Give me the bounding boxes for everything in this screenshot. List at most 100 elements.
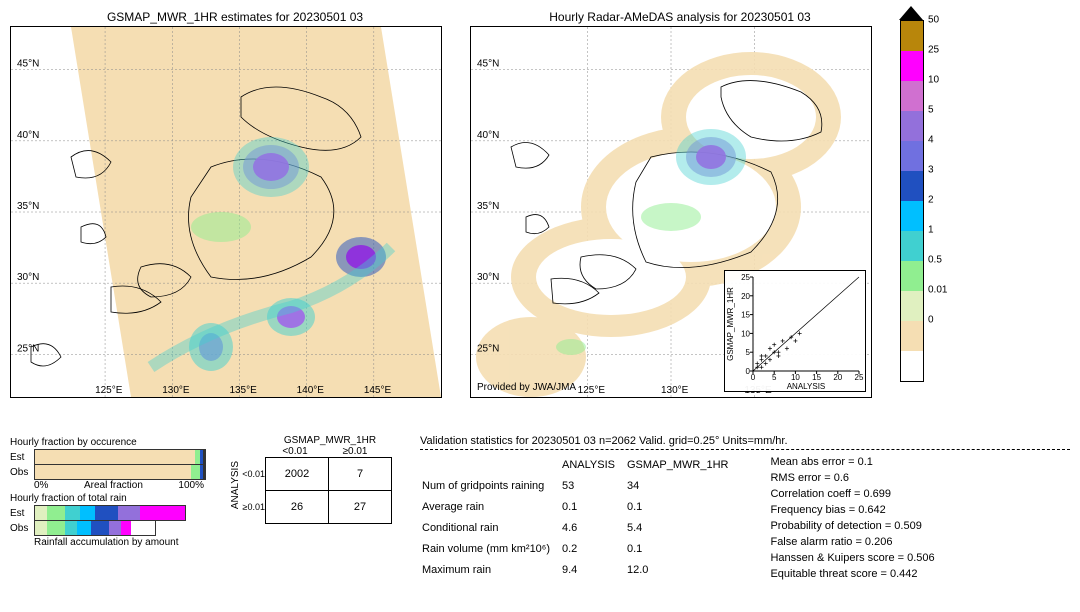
- score-row: Equitable threat score = 0.442: [770, 566, 934, 582]
- occurrence-title: Hourly fraction by occurence: [10, 437, 210, 448]
- svg-text:20: 20: [833, 373, 842, 382]
- colorbar-tick: 0.5: [928, 255, 942, 266]
- svg-text:25: 25: [855, 373, 864, 382]
- right-map-title: Hourly Radar-AMeDAS analysis for 2023050…: [470, 10, 890, 24]
- svg-text:30°N: 30°N: [17, 272, 39, 283]
- svg-text:15: 15: [741, 311, 750, 320]
- occurrence-obs-bar: [34, 464, 206, 480]
- occurrence-obs-row: Obs: [10, 465, 210, 479]
- areal-0: 0%: [34, 480, 48, 491]
- satellite-label: GCOM-W AMSR2: [441, 284, 442, 357]
- totalrain-obs-row: Obs: [10, 521, 210, 535]
- contingency-row-title: ANALYSIS: [230, 461, 241, 509]
- svg-text:5: 5: [772, 373, 777, 382]
- svg-text:35°N: 35°N: [17, 201, 39, 212]
- stat-label: Num of gridpoints raining: [422, 477, 560, 496]
- svg-text:0: 0: [751, 373, 756, 382]
- colorbar-tick: 25: [928, 45, 939, 56]
- left-map-svg: 25°N30°N35°N40°N45°N125°E130°E135°E140°E…: [11, 27, 441, 397]
- stats-title: Validation statistics for 20230501 03 n=…: [420, 435, 1070, 450]
- areal-100: 100%: [178, 480, 204, 491]
- left-map-title: GSMAP_MWR_1HR estimates for 20230501 03: [10, 10, 460, 24]
- cont-row0: <0.01: [241, 469, 265, 479]
- accum-caption: Rainfall accumulation by amount: [34, 537, 210, 548]
- svg-text:25°N: 25°N: [17, 343, 39, 354]
- occurrence-est-bar: [34, 449, 206, 465]
- cont-11: 27: [329, 491, 392, 524]
- scatter-svg: 00551010151520202525ANALYSISGSMAP_MWR_1H…: [725, 271, 865, 391]
- stat-b: 12.0: [627, 561, 738, 580]
- left-map-panel: GSMAP_MWR_1HR estimates for 20230501 03: [10, 10, 460, 400]
- svg-text:5: 5: [746, 348, 751, 357]
- stats-section: Validation statistics for 20230501 03 n=…: [420, 435, 1070, 582]
- svg-text:130°E: 130°E: [661, 385, 689, 396]
- score-row: Frequency bias = 0.642: [770, 502, 934, 518]
- provider-label: Provided by JWA/JMA: [477, 382, 576, 393]
- score-row: Probability of detection = 0.509: [770, 518, 934, 534]
- totalrain-est-row: Est: [10, 506, 210, 520]
- cont-10: 26: [266, 491, 329, 524]
- cont-row1: ≥0.01: [241, 502, 265, 512]
- cont-01: 7: [329, 458, 392, 491]
- svg-text:25°N: 25°N: [477, 343, 499, 354]
- colorbar-tick: 2: [928, 195, 934, 206]
- stats-colB: GSMAP_MWR_1HR: [627, 456, 738, 475]
- contingency-table: GSMAP_MWR_1HR ANALYSIS <0.01 ≥0.01 <0.01…: [230, 435, 400, 524]
- contingency-col-title: GSMAP_MWR_1HR: [260, 435, 400, 446]
- score-row: Correlation coeff = 0.699: [770, 486, 934, 502]
- svg-text:145°E: 145°E: [364, 385, 392, 396]
- svg-text:125°E: 125°E: [578, 385, 606, 396]
- colorbar-stack: [900, 20, 924, 382]
- svg-text:45°N: 45°N: [477, 59, 499, 70]
- totalrain-title: Hourly fraction of total rain: [10, 493, 210, 504]
- colorbar-tick: 0: [928, 315, 934, 326]
- svg-text:GSMAP_MWR_1HR: GSMAP_MWR_1HR: [726, 287, 735, 361]
- svg-text:40°N: 40°N: [477, 130, 499, 141]
- svg-text:25: 25: [741, 273, 750, 282]
- stat-label: Conditional rain: [422, 519, 560, 538]
- hbar-section: Hourly fraction by occurence Est Obs 0% …: [10, 435, 210, 550]
- svg-text:125°E: 125°E: [95, 385, 123, 396]
- score-row: Hanssen & Kuipers score = 0.506: [770, 550, 934, 566]
- svg-text:140°E: 140°E: [297, 385, 325, 396]
- svg-text:ANALYSIS: ANALYSIS: [787, 382, 826, 391]
- stat-a: 0.2: [562, 540, 625, 559]
- totalrain-est-bar: [34, 505, 186, 521]
- svg-text:45°N: 45°N: [17, 59, 39, 70]
- stat-a: 4.6: [562, 519, 625, 538]
- stats-colA: ANALYSIS: [562, 456, 625, 475]
- stat-b: 0.1: [627, 540, 738, 559]
- stat-label: Rain volume (mm km²10⁶): [422, 540, 560, 559]
- totalrain-obs-bar: [34, 520, 156, 536]
- score-row: False alarm ratio = 0.206: [770, 534, 934, 550]
- scatter-inset: 00551010151520202525ANALYSISGSMAP_MWR_1H…: [724, 270, 866, 392]
- stat-a: 9.4: [562, 561, 625, 580]
- svg-text:35°N: 35°N: [477, 201, 499, 212]
- svg-text:20: 20: [741, 292, 750, 301]
- stats-table: ANALYSIS GSMAP_MWR_1HR Num of gridpoints…: [420, 454, 740, 582]
- colorbar-tick: 3: [928, 165, 934, 176]
- bottom-row: Hourly fraction by occurence Est Obs 0% …: [10, 435, 1070, 582]
- stat-a: 0.1: [562, 498, 625, 517]
- colorbar-tick: 10: [928, 75, 939, 86]
- stat-b: 0.1: [627, 498, 738, 517]
- stat-a: 53: [562, 477, 625, 496]
- score-row: RMS error = 0.6: [770, 470, 934, 486]
- stats-scores: Mean abs error = 0.1RMS error = 0.6Corre…: [770, 454, 934, 582]
- colorbar-tick: 50: [928, 15, 939, 26]
- main-maps-row: GSMAP_MWR_1HR estimates for 20230501 03: [10, 10, 1070, 410]
- colorbar: 502510543210.50.010: [900, 10, 950, 390]
- left-map-box: 25°N30°N35°N40°N45°N125°E130°E135°E140°E…: [10, 26, 442, 398]
- stat-b: 34: [627, 477, 738, 496]
- occurrence-est-row: Est: [10, 450, 210, 464]
- colorbar-tick: 5: [928, 105, 934, 116]
- svg-text:15: 15: [812, 373, 821, 382]
- contingency-grid: 2002 7 26 27: [265, 457, 392, 524]
- areal-label: Areal fraction: [84, 480, 143, 491]
- stat-label: Average rain: [422, 498, 560, 517]
- cont-col1: ≥0.01: [325, 446, 385, 457]
- svg-text:0: 0: [746, 367, 751, 376]
- svg-text:40°N: 40°N: [17, 130, 39, 141]
- colorbar-overflow-icon: [899, 6, 923, 20]
- right-map-panel: Hourly Radar-AMeDAS analysis for 2023050…: [470, 10, 890, 400]
